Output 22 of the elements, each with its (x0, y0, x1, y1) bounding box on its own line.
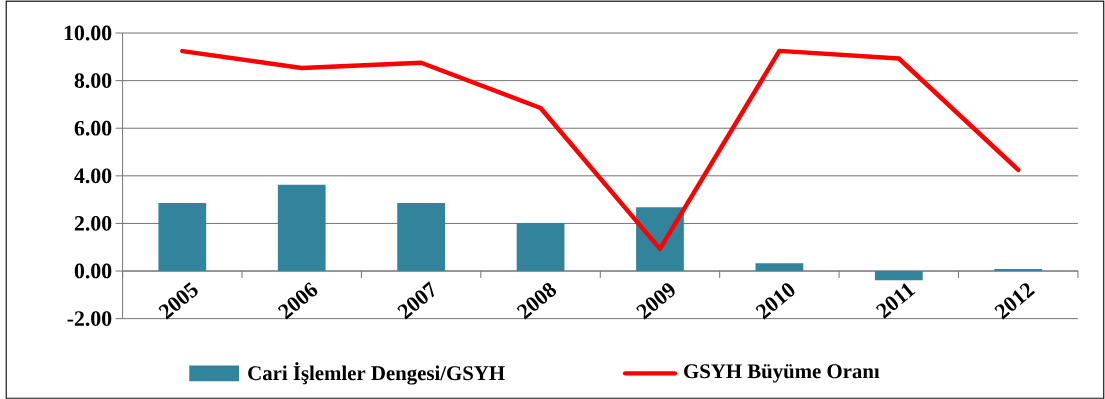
y-tick-label: 4.00 (74, 168, 112, 184)
y-tick-label: 8.00 (74, 73, 112, 88)
x-tick-label: 2008 (516, 282, 557, 320)
legend-label: Cari İşlemler Dengesi/GSYH (248, 361, 505, 385)
bar (516, 222, 565, 271)
legend-label: GSYH Büyüme Oranı (684, 363, 880, 383)
bar (397, 202, 446, 271)
x-tick-label: 2009 (636, 283, 675, 320)
bar (874, 270, 923, 281)
line-series (180, 48, 1021, 251)
x-tick-label: 2010 (755, 283, 795, 320)
y-tick-label: 0.00 (74, 263, 112, 279)
y-tick-label: 10.00 (64, 25, 112, 41)
y-tick-label: 2.00 (74, 215, 112, 231)
bar (277, 184, 326, 271)
bar (158, 202, 207, 271)
y-tick-label: 6.00 (74, 120, 112, 136)
bar (755, 262, 804, 271)
bar (994, 268, 1043, 271)
x-tick-label: 2012 (994, 283, 1036, 320)
x-tick-label: 2011 (875, 283, 916, 319)
y-tick-label: -2.00 (67, 311, 112, 326)
